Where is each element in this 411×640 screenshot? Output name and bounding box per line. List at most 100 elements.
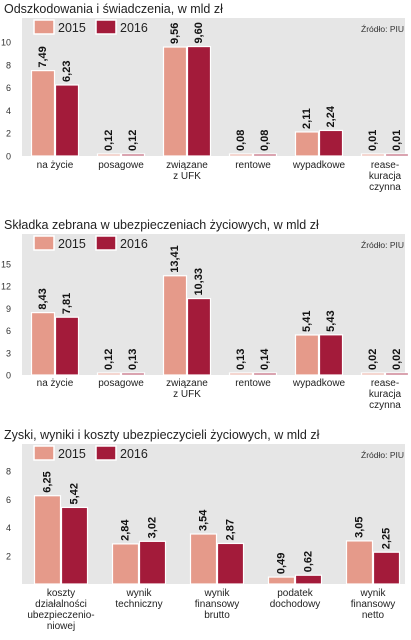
- chart3-bar-2015: [345, 540, 374, 585]
- chart3-category-label: finansowy: [195, 599, 239, 610]
- chart3-value-label-2016: 2,87: [224, 519, 236, 540]
- chart2-value-label-2016: 0,14: [259, 348, 271, 370]
- chart1-category-label: wypadkowe: [292, 160, 346, 171]
- chart3-value-label-2016: 2,25: [380, 528, 392, 549]
- chart2-legend-swatch-2016: [95, 235, 117, 251]
- chart3-ytick-label: 4: [6, 523, 11, 533]
- chart1-value-label-2016: 0,08: [259, 130, 271, 151]
- chart1-legend-label-2016: 2016: [120, 21, 148, 35]
- chart2-ytick-label: 0: [6, 371, 11, 381]
- chart2-value-label-2015: 0,13: [235, 349, 247, 370]
- chart2-value-label-2016: 10,33: [193, 268, 205, 296]
- chart1-plot-area: [22, 18, 405, 156]
- chart1-category-label: na życie: [37, 160, 74, 171]
- chart3-ytick-label: 2: [6, 551, 11, 561]
- chart1-ytick-label: 10: [1, 38, 11, 48]
- chart3-category-label: brutto: [204, 610, 230, 621]
- chart2-ytick-label: 9: [6, 304, 11, 314]
- chart1-ytick-label: 6: [6, 83, 11, 93]
- chart2-bar-2016: [120, 372, 146, 376]
- chart3-legend-swatch-2016: [95, 445, 117, 461]
- chart1-value-label-2016: 6,23: [61, 61, 73, 82]
- chart2-category-label: wypadkowe: [292, 378, 346, 389]
- chart1-category-label: posagowe: [98, 160, 144, 171]
- chart2-category-label: posagowe: [98, 378, 144, 389]
- chart3-bar-2016: [60, 506, 89, 585]
- chart2-source-note: Źródło: PIU: [361, 240, 404, 250]
- chart1-value-label-2015: 0,08: [235, 130, 247, 151]
- chart1-category-label: kuracja: [369, 171, 402, 182]
- chart1-category-label: rentowe: [235, 160, 271, 171]
- chart2-bar-2015: [96, 372, 122, 376]
- chart1-title: Odszkodowania i świadczenia, w mld zł: [4, 2, 223, 16]
- chart2-ytick-label: 3: [6, 348, 11, 358]
- chart1-ytick-label: 2: [6, 129, 11, 139]
- chart2-value-label-2015: 8,43: [37, 288, 49, 309]
- chart2-value-label-2016: 0,13: [127, 349, 139, 370]
- chart3-category-label: niowej: [47, 621, 75, 632]
- chart1-legend-label-2015: 2015: [58, 21, 86, 35]
- chart3-title: Zyski, wyniki i koszty ubezpieczycieli ż…: [4, 428, 320, 442]
- chart1-category-label: związane: [166, 160, 208, 171]
- chart2-bar-2015: [30, 312, 56, 376]
- chart2-bar-2016: [186, 297, 212, 376]
- chart2-legend-swatch-2015: [33, 235, 55, 251]
- chart2-category-label: związane: [166, 378, 208, 389]
- chart2-value-label-2015: 5,41: [301, 311, 313, 332]
- chart1-ytick-label: 0: [6, 152, 11, 162]
- chart2-value-label-2016: 0,02: [391, 349, 403, 370]
- chart3-bar-2015: [33, 495, 62, 585]
- chart2-bar-2016: [384, 372, 410, 376]
- chart3-source-note: Źródło: PIU: [361, 450, 404, 460]
- chart3-bar-2015: [111, 543, 140, 585]
- chart1-value-label-2015: 0,12: [103, 130, 115, 151]
- chart1-value-label-2015: 0,01: [367, 130, 379, 151]
- chart3-value-label-2015: 0,49: [275, 553, 287, 574]
- chart3-value-label-2015: 3,05: [353, 516, 365, 537]
- chart1-bar-2015: [360, 153, 386, 157]
- chart1-bar-2015: [162, 46, 188, 157]
- chart1-bar-2015: [30, 70, 56, 157]
- chart1-value-label-2015: 9,56: [169, 23, 181, 44]
- chart1-bar-2016: [54, 84, 80, 157]
- chart1-source-note: Źródło: PIU: [361, 24, 404, 34]
- chart2-category-label: z UFK: [173, 389, 201, 400]
- chart1-bar-2015: [294, 131, 320, 157]
- chart3-category-label: działalności: [35, 599, 87, 610]
- chart2-legend-label-2016: 2016: [120, 237, 148, 251]
- chart2-category-label: na życie: [37, 378, 74, 389]
- chart1-value-label-2016: 0,01: [391, 130, 403, 151]
- chart3-value-label-2016: 0,62: [302, 551, 314, 572]
- chart2-value-label-2015: 13,41: [169, 245, 181, 273]
- chart1-value-label-2015: 7,49: [37, 46, 49, 67]
- chart3-legend-label-2015: 2015: [58, 447, 86, 461]
- chart1-legend-swatch-2015: [33, 19, 55, 35]
- chart3-bar-2016: [372, 551, 401, 585]
- chart3-bar-2016: [216, 542, 245, 585]
- chart2-bar-2015: [294, 334, 320, 376]
- chart2-ytick-label: 12: [1, 282, 11, 292]
- chart1-category-label: czynna: [369, 182, 401, 193]
- chart3-category-label: wynik: [203, 588, 230, 599]
- chart1-ytick-label: 8: [6, 60, 11, 70]
- chart3-category-label: wynik: [359, 588, 386, 599]
- chart3-category-label: ubezpieczenio-: [27, 610, 94, 621]
- chart2-bar-2015: [162, 275, 188, 376]
- chart3-bar-2015: [267, 576, 296, 585]
- chart2-value-label-2016: 5,43: [325, 310, 337, 331]
- chart3-bar-2016: [138, 540, 167, 585]
- chart3-value-label-2016: 5,42: [68, 483, 80, 504]
- chart3-legend-label-2016: 2016: [120, 447, 148, 461]
- chart2-ytick-label: 6: [6, 326, 11, 336]
- chart2-bar-2015: [360, 372, 386, 376]
- chart3-category-label: finansowy: [351, 599, 395, 610]
- chart2-bar-2016: [252, 372, 278, 376]
- chart1-value-label-2016: 0,12: [127, 130, 139, 151]
- chart2-category-label: kuracja: [369, 389, 402, 400]
- chart1-category-label: rease-: [371, 160, 399, 171]
- chart1-bar-2016: [252, 153, 278, 157]
- chart3-legend-swatch-2015: [33, 445, 55, 461]
- chart2-value-label-2015: 0,02: [367, 349, 379, 370]
- chart2-bar-2015: [228, 372, 254, 376]
